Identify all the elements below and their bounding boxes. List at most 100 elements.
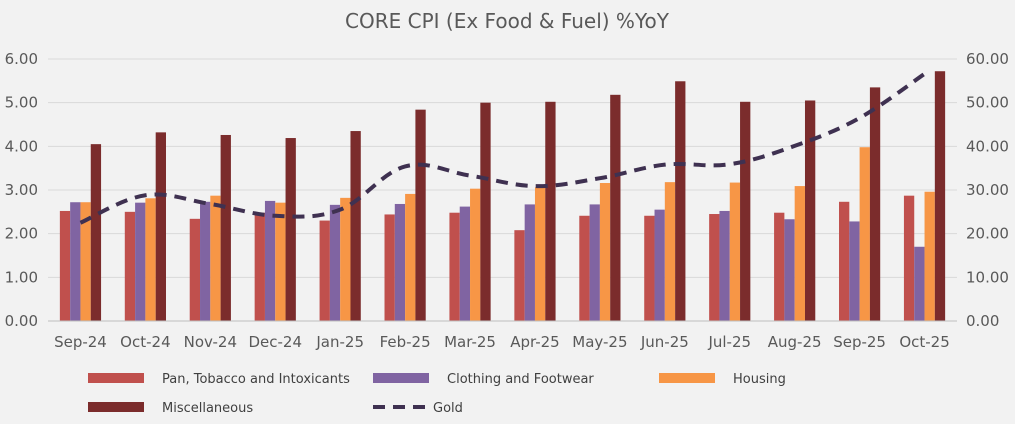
bar-clothing-and-footwear <box>524 204 535 321</box>
bar-pan-tobacco-and-intoxicants <box>254 212 265 321</box>
bar-clothing-and-footwear <box>459 206 471 321</box>
x-tick-label: Dec-24 <box>248 333 302 351</box>
bar-clothing-and-footwear <box>784 219 795 321</box>
bar-housing <box>859 147 870 321</box>
bar-pan-tobacco-and-intoxicants <box>189 218 201 321</box>
bar-housing <box>145 198 156 321</box>
y-right-tick-label: 0.00 <box>966 312 999 330</box>
left-axis-ticks: 0.00 1.00 2.00 3.00 4.00 5.00 6.00 <box>5 50 38 330</box>
bar-miscellaneous <box>285 138 296 321</box>
bars <box>59 71 946 322</box>
legend-clothing-and-footwear-swatch <box>373 373 429 383</box>
bar-miscellaneous <box>610 94 621 321</box>
bar-clothing-and-footwear <box>264 200 276 321</box>
y-right-tick-label: 20.00 <box>966 225 1009 243</box>
bar-clothing-and-footwear <box>329 204 341 321</box>
legend-housing-label: Housing <box>733 372 786 387</box>
bar-clothing-and-footwear <box>589 204 600 321</box>
bar-pan-tobacco-and-intoxicants <box>384 214 395 321</box>
legend-gold-label: Gold <box>433 401 463 416</box>
x-tick-label: Oct-24 <box>120 333 170 351</box>
legend: Pan, Tobacco and Intoxicants Clothing and… <box>88 372 786 416</box>
bar-housing <box>275 202 286 321</box>
bar-miscellaneous <box>934 71 946 321</box>
bar-housing <box>210 195 221 321</box>
bar-miscellaneous <box>350 131 361 321</box>
bar-housing <box>534 187 546 321</box>
y-left-tick-label: 1.00 <box>5 268 38 286</box>
bar-clothing-and-footwear <box>70 202 81 321</box>
bar-pan-tobacco-and-intoxicants <box>449 212 460 321</box>
right-axis-ticks: 0.00 10.00 20.00 30.00 40.00 50.00 60.00 <box>966 50 1009 330</box>
x-tick-label: Mar-25 <box>444 333 496 351</box>
x-tick-label: Nov-24 <box>184 333 237 351</box>
bar-housing <box>794 186 805 321</box>
y-right-tick-label: 30.00 <box>966 181 1009 199</box>
x-tick-label: Jan-25 <box>315 333 364 351</box>
bar-pan-tobacco-and-intoxicants <box>774 212 785 321</box>
bar-miscellaneous <box>675 81 686 322</box>
y-left-tick-label: 6.00 <box>5 50 38 68</box>
bar-clothing-and-footwear <box>914 246 925 321</box>
y-left-tick-label: 5.00 <box>5 94 38 112</box>
y-right-tick-label: 40.00 <box>966 137 1009 155</box>
x-tick-label: Feb-25 <box>380 333 431 351</box>
y-left-tick-label: 3.00 <box>5 181 38 199</box>
bar-pan-tobacco-and-intoxicants <box>903 195 915 321</box>
x-tick-label: Jul-25 <box>707 333 751 351</box>
x-tick-label: Oct-25 <box>899 333 949 351</box>
x-tick-label: Sep-25 <box>833 333 886 351</box>
bar-pan-tobacco-and-intoxicants <box>709 214 720 321</box>
bar-pan-tobacco-and-intoxicants <box>579 215 590 321</box>
bar-miscellaneous <box>480 102 491 322</box>
bar-pan-tobacco-and-intoxicants <box>514 230 525 321</box>
x-tick-label: Jun-25 <box>640 333 689 351</box>
bar-clothing-and-footwear <box>394 203 406 321</box>
bar-miscellaneous <box>90 144 102 321</box>
legend-clothing-and-footwear-label: Clothing and Footwear <box>447 372 594 387</box>
legend-housing-swatch <box>659 373 715 383</box>
x-axis-ticks: Sep-24 Oct-24 Nov-24 Dec-24 Jan-25 Feb-25 Mar-… <box>54 333 950 351</box>
y-right-tick-label: 10.00 <box>966 268 1009 286</box>
x-tick-label: Apr-25 <box>510 333 560 351</box>
chart-title: CORE CPI (Ex Food & Fuel) %YoY <box>345 9 670 33</box>
y-left-tick-label: 4.00 <box>5 137 38 155</box>
y-right-tick-label: 60.00 <box>966 50 1009 68</box>
y-left-tick-label: 2.00 <box>5 225 38 243</box>
y-left-tick-label: 0.00 <box>5 312 38 330</box>
legend-pan-tobacco-and-intoxicants-label: Pan, Tobacco and Intoxicants <box>162 372 350 387</box>
bar-housing <box>729 182 741 321</box>
y-right-tick-label: 50.00 <box>966 94 1009 112</box>
x-tick-label: May-25 <box>572 333 627 351</box>
bar-miscellaneous <box>740 101 751 321</box>
bar-pan-tobacco-and-intoxicants <box>644 215 655 321</box>
bar-clothing-and-footwear <box>849 221 860 321</box>
bar-clothing-and-footwear <box>200 201 211 321</box>
bar-housing <box>664 182 676 321</box>
legend-miscellaneous-swatch <box>88 402 144 412</box>
bar-miscellaneous <box>220 134 231 321</box>
grid-lines <box>48 58 957 278</box>
bar-miscellaneous <box>869 87 881 321</box>
bar-clothing-and-footwear <box>654 209 665 321</box>
bar-housing <box>340 197 351 321</box>
bar-pan-tobacco-and-intoxicants <box>839 201 850 321</box>
bar-housing <box>599 183 611 321</box>
x-tick-label: Aug-25 <box>768 333 822 351</box>
lines <box>79 72 926 225</box>
bar-pan-tobacco-and-intoxicants <box>124 211 136 321</box>
bar-miscellaneous <box>545 101 556 321</box>
bar-clothing-and-footwear <box>135 202 146 321</box>
bar-clothing-and-footwear <box>719 210 730 321</box>
bar-miscellaneous <box>804 100 816 321</box>
x-tick-label: Sep-24 <box>54 333 107 351</box>
bar-housing <box>470 188 481 321</box>
bar-housing <box>80 202 91 321</box>
bar-pan-tobacco-and-intoxicants <box>59 210 71 321</box>
bar-housing <box>924 191 935 321</box>
bar-miscellaneous <box>155 132 166 321</box>
bar-miscellaneous <box>415 109 426 321</box>
legend-miscellaneous-label: Miscellaneous <box>162 401 253 416</box>
bar-pan-tobacco-and-intoxicants <box>319 220 330 321</box>
